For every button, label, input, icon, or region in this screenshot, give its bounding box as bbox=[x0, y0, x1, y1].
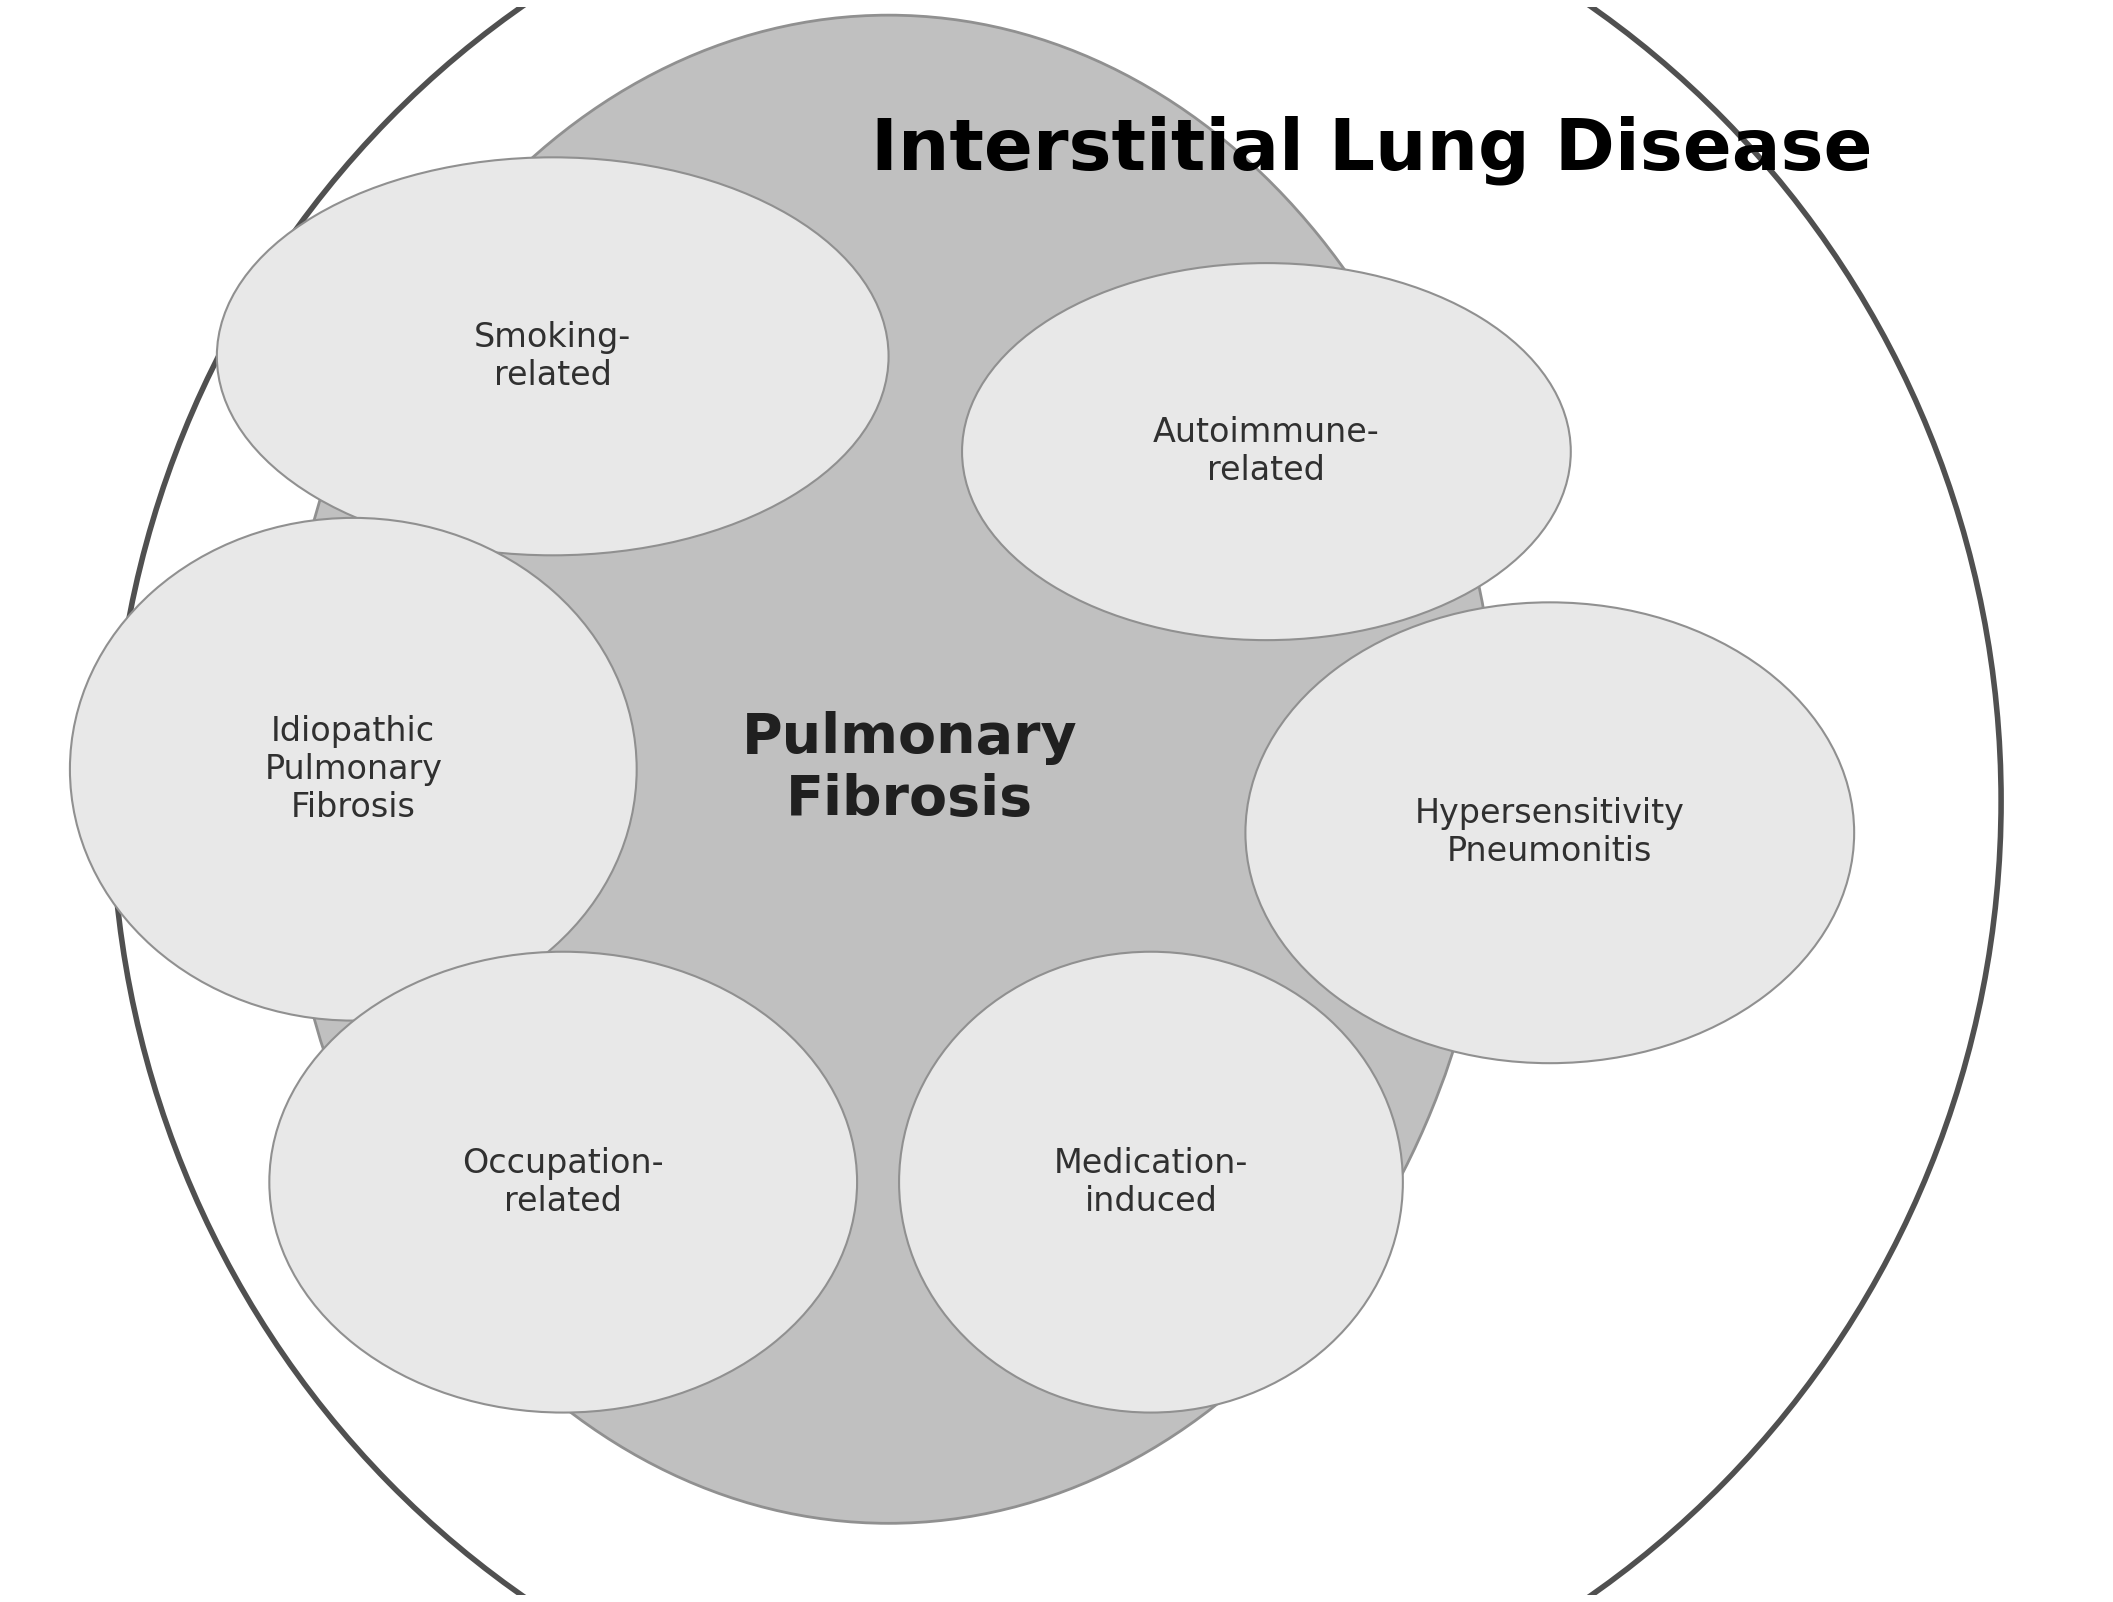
Ellipse shape bbox=[961, 263, 1570, 641]
Ellipse shape bbox=[898, 952, 1403, 1413]
Text: Interstitial Lung Disease: Interstitial Lung Disease bbox=[871, 115, 1872, 184]
Text: Medication-
induced: Medication- induced bbox=[1054, 1147, 1249, 1218]
Ellipse shape bbox=[70, 517, 636, 1020]
Ellipse shape bbox=[1245, 602, 1855, 1064]
Ellipse shape bbox=[279, 14, 1498, 1524]
Text: Pulmonary
Fibrosis: Pulmonary Fibrosis bbox=[742, 711, 1078, 828]
Text: Autoimmune-
related: Autoimmune- related bbox=[1154, 417, 1380, 487]
Ellipse shape bbox=[112, 0, 2001, 1602]
Text: Idiopathic
Pulmonary
Fibrosis: Idiopathic Pulmonary Fibrosis bbox=[264, 714, 442, 823]
Text: Hypersensitivity
Pneumonitis: Hypersensitivity Pneumonitis bbox=[1416, 798, 1684, 868]
Text: Smoking-
related: Smoking- related bbox=[473, 320, 632, 392]
Text: Occupation-
related: Occupation- related bbox=[463, 1147, 663, 1218]
Ellipse shape bbox=[268, 952, 858, 1413]
Ellipse shape bbox=[218, 157, 890, 556]
